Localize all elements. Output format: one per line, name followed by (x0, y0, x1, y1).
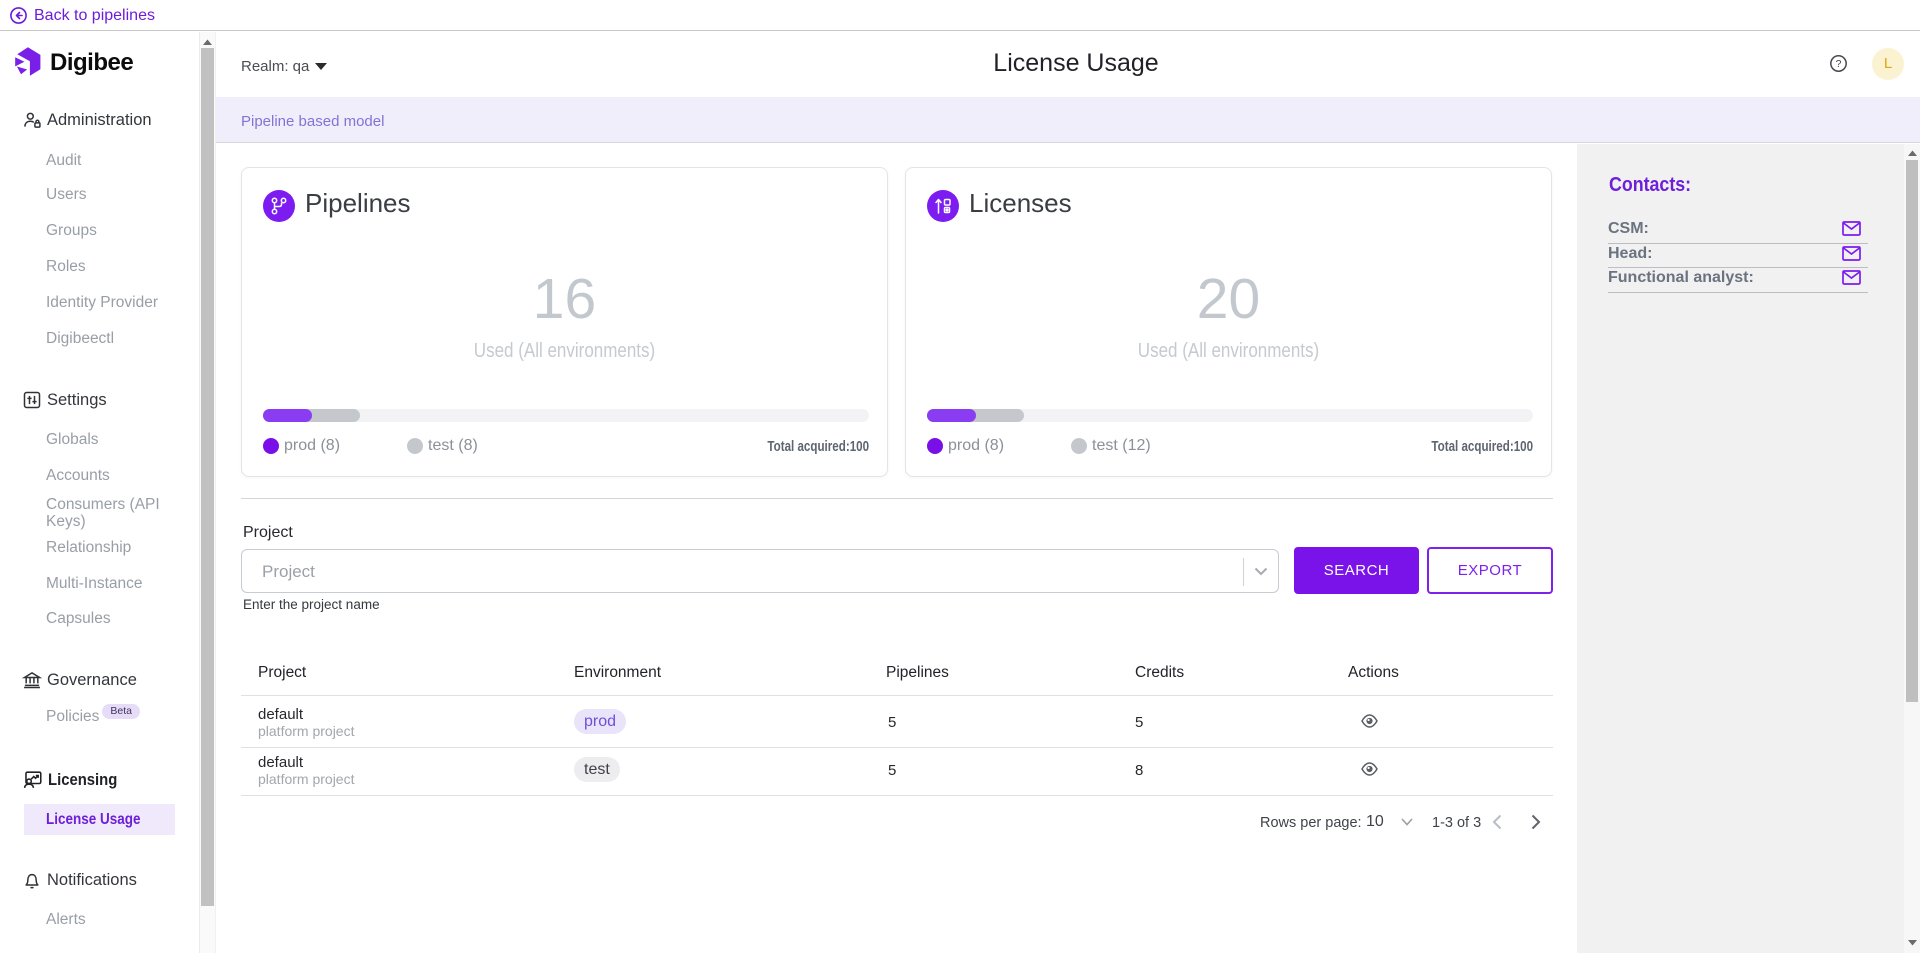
svg-text:?: ? (1836, 58, 1842, 70)
